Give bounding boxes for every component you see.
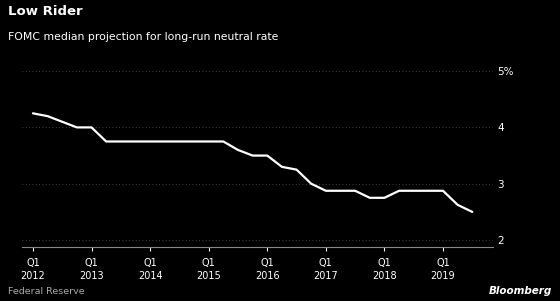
Text: Bloomberg: Bloomberg [488,287,552,296]
Text: Q1
2015: Q1 2015 [197,258,221,281]
Text: Q1
2014: Q1 2014 [138,258,162,281]
Text: Q1
2012: Q1 2012 [21,258,45,281]
Text: Q1
2016: Q1 2016 [255,258,279,281]
Text: Q1
2013: Q1 2013 [79,258,104,281]
Text: Low Rider: Low Rider [8,5,83,17]
Text: Q1
2017: Q1 2017 [314,258,338,281]
Text: FOMC median projection for long-run neutral rate: FOMC median projection for long-run neut… [8,32,279,42]
Text: Q1
2018: Q1 2018 [372,258,396,281]
Text: Federal Reserve: Federal Reserve [8,287,85,296]
Text: Q1
2019: Q1 2019 [431,258,455,281]
